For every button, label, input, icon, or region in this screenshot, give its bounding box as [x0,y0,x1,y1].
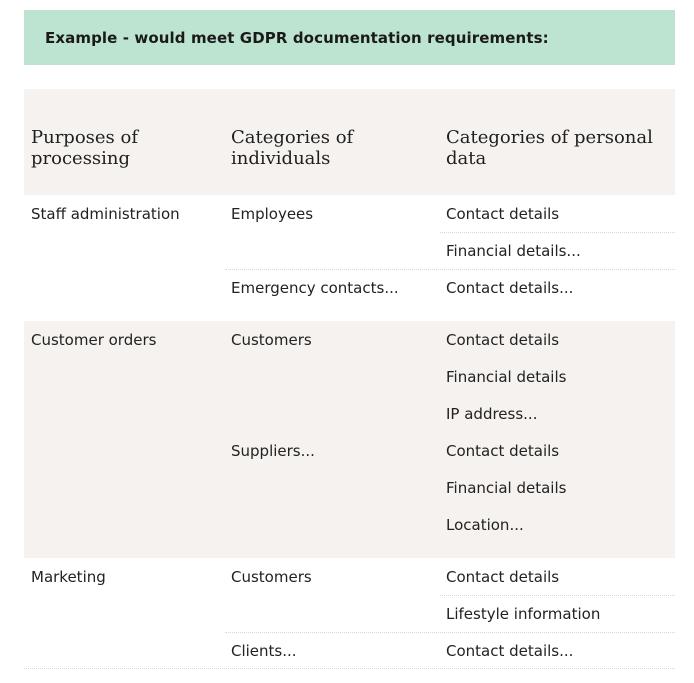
header-personal-data: Categories of personal data [446,127,653,169]
purpose-cell: Staff administration [31,205,180,223]
personal-data-cell: Contact details [446,568,560,586]
table-row-group-shaded [24,321,675,558]
individuals-cell: Suppliers... [231,442,315,460]
row-separator [440,595,675,596]
personal-data-cell: Location... [446,516,524,534]
header-personal-data-text: Categories of personal data [446,127,653,169]
individuals-cell: Clients... [231,642,297,660]
row-separator [24,668,675,669]
row-separator [440,232,675,233]
personal-data-cell: Contact details... [446,642,574,660]
header-individuals: Categories of individuals [231,127,353,169]
personal-data-cell: Contact details [446,331,560,349]
personal-data-cell: Financial details [446,368,567,386]
purpose-cell: Marketing [31,568,106,586]
individuals-cell: Customers [231,331,312,349]
personal-data-cell: Contact details [446,205,560,223]
personal-data-cell: IP address... [446,405,538,423]
row-separator [225,269,675,270]
example-banner: Example - would meet GDPR documentation … [24,10,675,65]
personal-data-cell: Financial details [446,479,567,497]
header-purposes-text: Purposes of processing [31,127,139,169]
personal-data-cell: Financial details... [446,242,581,260]
personal-data-cell: Lifestyle information [446,605,601,623]
personal-data-cell: Contact details [446,442,560,460]
banner-title: Example - would meet GDPR documentation … [45,28,549,47]
row-separator [225,632,675,633]
individuals-cell: Employees [231,205,314,223]
table-header [24,89,675,195]
purpose-cell: Customer orders [31,331,157,349]
header-purposes: Purposes of processing [31,127,138,169]
individuals-cell: Emergency contacts... [231,279,399,297]
header-individuals-text: Categories of individuals [231,127,354,169]
personal-data-cell: Contact details... [446,279,574,297]
individuals-cell: Customers [231,568,312,586]
